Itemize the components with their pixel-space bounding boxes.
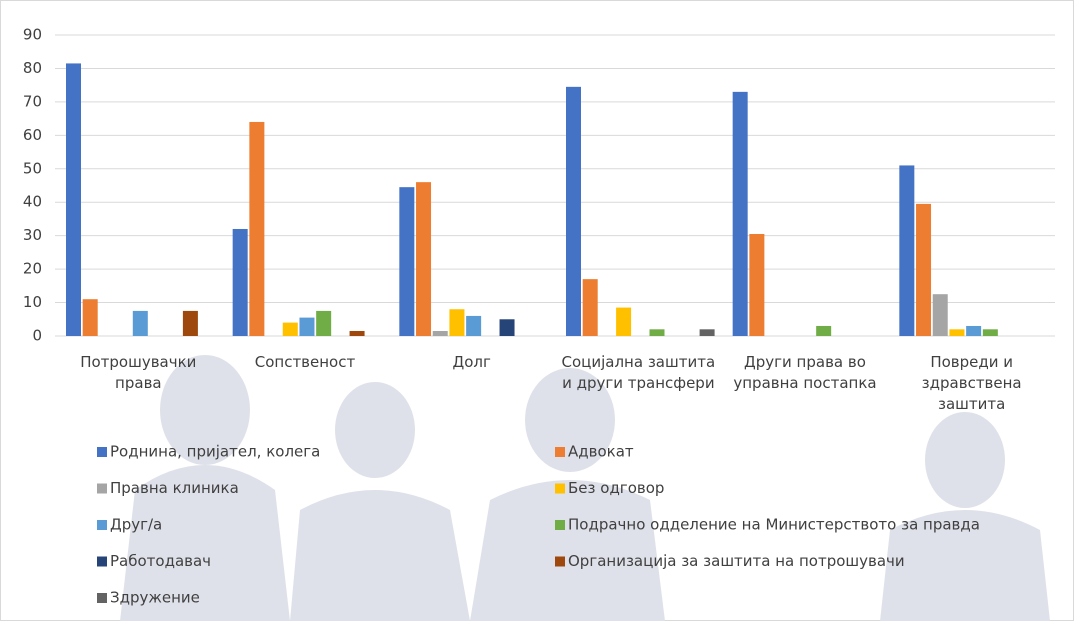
legend-label: Правна клиника (110, 479, 239, 497)
bar (316, 310, 332, 336)
x-tick-label: Повреди и здравствена заштита (921, 353, 1022, 413)
y-tick-label: 30 (23, 226, 42, 244)
y-tick-label: 60 (23, 126, 42, 144)
bar (349, 330, 365, 336)
legend-label: Организација за заштита на потрошувачи (568, 552, 905, 570)
y-tick-label: 10 (23, 293, 42, 311)
legend-label: Подрачно одделение на Министерството за … (568, 516, 980, 534)
bar (182, 310, 198, 336)
bar (132, 310, 148, 336)
y-tick-label: 50 (23, 159, 42, 177)
bar (732, 91, 748, 336)
y-tick-label: 20 (23, 260, 42, 278)
legend-label: Здружение (110, 589, 200, 607)
silhouettes (120, 355, 1050, 621)
x-tick-label: Други права во управна постапка (733, 353, 877, 392)
bar (899, 165, 915, 336)
legend-swatch (97, 593, 107, 603)
y-tick-label: 0 (32, 327, 42, 345)
legend-label: Роднина, пријател, колега (110, 443, 320, 461)
bar (432, 330, 448, 336)
legend-swatch (555, 556, 565, 567)
bar (299, 317, 315, 336)
bar (966, 325, 982, 336)
bar (916, 203, 932, 336)
legend-label: Без одговор (568, 479, 664, 497)
y-tick-label: 80 (23, 59, 42, 77)
bar (566, 86, 581, 336)
bar (466, 315, 482, 336)
bar (582, 279, 598, 336)
legend-label: Работодавач (110, 552, 211, 570)
bar (499, 319, 515, 336)
y-tick-label: 70 (23, 92, 42, 110)
bar (949, 329, 965, 336)
bar (399, 187, 415, 336)
x-tick-label: Потрошувачки права (80, 353, 197, 392)
bar (749, 233, 765, 336)
bar (82, 299, 98, 336)
bar (449, 309, 465, 336)
legend-swatch (97, 447, 107, 457)
x-tick-label: Долг (452, 353, 491, 371)
bar (66, 63, 81, 337)
legend-swatch (555, 520, 565, 530)
bar (649, 329, 665, 336)
x-tick-label: Сопственост (254, 353, 356, 371)
y-tick-label: 40 (23, 193, 42, 211)
bar (699, 329, 715, 336)
legend-label: Адвокат (568, 443, 634, 461)
y-tick-label: 90 (23, 26, 42, 44)
bar (982, 329, 998, 336)
legend-swatch (97, 520, 107, 530)
bar (282, 322, 298, 336)
bar (932, 294, 948, 336)
legend-label: Друг/а (110, 516, 162, 534)
bar (249, 121, 265, 336)
bar (816, 325, 832, 336)
legend-swatch (555, 483, 565, 494)
bar (232, 228, 248, 336)
legend-swatch (97, 556, 107, 567)
legend-swatch (555, 447, 565, 457)
bar (616, 307, 632, 336)
x-tick-label: Социјална заштита и други трансфери (561, 353, 716, 392)
legend-swatch (97, 483, 107, 494)
bar (416, 182, 432, 336)
